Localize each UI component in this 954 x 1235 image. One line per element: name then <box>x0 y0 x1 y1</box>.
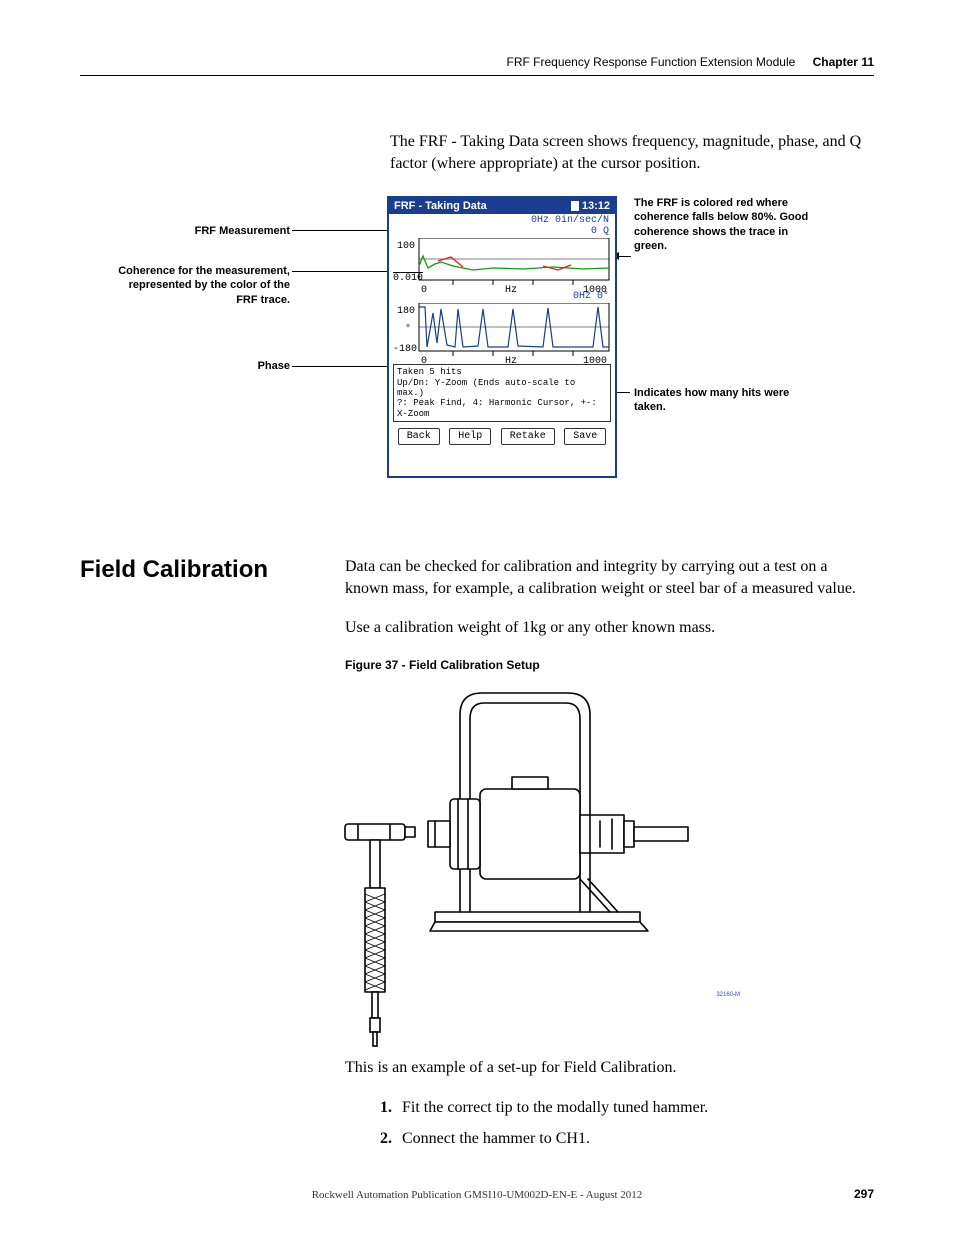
step-text: Fit the correct tip to the modally tuned… <box>402 1097 708 1119</box>
step-text: Connect the hammer to CH1. <box>402 1128 590 1150</box>
header-chapter: Chapter 11 <box>813 55 874 69</box>
svg-text:1000: 1000 <box>583 356 607 367</box>
footer-publication: Rockwell Automation Publication GMSI10-U… <box>0 1189 954 1201</box>
step-2: 2. Connect the hammer to CH1. <box>380 1128 865 1150</box>
back-button[interactable]: Back <box>398 428 440 445</box>
calibration-setup-figure: 32160-M <box>330 679 710 1049</box>
intro-paragraph: The FRF - Taking Data screen shows frequ… <box>390 131 870 174</box>
frf-device-screenshot: FRF - Taking Data 13:12 0Hz 0in/sec/N 0 … <box>387 196 617 478</box>
save-button[interactable]: Save <box>564 428 606 445</box>
running-header: FRF Frequency Response Function Extensio… <box>80 55 874 76</box>
svg-text:0: 0 <box>421 356 427 367</box>
callout-hits: Indicates how many hits were taken. <box>634 386 819 415</box>
body-para-3: This is an example of a set-up for Field… <box>345 1057 865 1079</box>
svg-text:Hz: Hz <box>505 285 517 296</box>
battery-icon <box>571 201 579 211</box>
hints-line-1: Up/Dn: Y-Zoom (Ends auto-scale to max.) <box>397 378 607 399</box>
svg-text:0: 0 <box>421 285 427 296</box>
body-para-2: Use a calibration weight of 1kg or any o… <box>345 617 865 639</box>
callout-coherence: Coherence for the measurement, represent… <box>110 264 290 307</box>
figure-reference-id: 32160-M <box>716 991 740 999</box>
callout-frf-measurement: FRF Measurement <box>135 224 290 238</box>
phase-chart: 180 ° -180 0 Hz 1000 <box>393 303 611 361</box>
screenshot-hints-box: Taken 5 hits Up/Dn: Y-Zoom (Ends auto-sc… <box>393 364 611 422</box>
figure-caption: Figure 37 - Field Calibration Setup <box>345 657 865 673</box>
svg-text:-180: -180 <box>393 344 417 355</box>
header-title: FRF Frequency Response Function Extensio… <box>506 55 795 69</box>
retake-button[interactable]: Retake <box>501 428 555 445</box>
section-body: Data can be checked for calibration and … <box>345 556 865 1160</box>
leader-line <box>618 256 631 257</box>
hits-text: Taken 5 hits <box>397 367 607 377</box>
leader-line <box>292 230 387 231</box>
body-para-1: Data can be checked for calibration and … <box>345 556 865 599</box>
svg-text:Hz: Hz <box>505 356 517 367</box>
help-button[interactable]: Help <box>449 428 491 445</box>
step-number: 1. <box>380 1097 402 1119</box>
svg-text:180: 180 <box>397 306 415 317</box>
ordered-steps: 1. Fit the correct tip to the modally tu… <box>380 1097 865 1150</box>
screenshot-title: FRF - Taking Data <box>394 200 487 212</box>
callout-phase: Phase <box>135 359 290 373</box>
annotated-screenshot-figure: FRF Measurement Coherence for the measur… <box>80 196 874 496</box>
step-number: 2. <box>380 1128 402 1150</box>
svg-text:1000: 1000 <box>583 285 607 296</box>
screenshot-readout-q: 0 Q <box>389 225 615 238</box>
screenshot-button-row: Back Help Retake Save <box>389 422 615 447</box>
screenshot-titlebar: FRF - Taking Data 13:12 <box>389 198 615 214</box>
callout-colored-red: The FRF is colored red where coherence f… <box>634 196 819 253</box>
section-heading: Field Calibration <box>80 556 345 584</box>
leader-line <box>292 366 387 367</box>
svg-text:0.010: 0.010 <box>393 273 423 284</box>
magnitude-chart: 100 0.010 0 Hz 1000 <box>393 238 611 286</box>
step-1: 1. Fit the correct tip to the modally tu… <box>380 1097 865 1119</box>
page-number: 297 <box>854 1187 874 1201</box>
svg-text:100: 100 <box>397 241 415 252</box>
leader-line <box>292 271 387 272</box>
svg-text:°: ° <box>405 323 411 335</box>
hints-line-2: ?: Peak Find, 4: Harmonic Cursor, +-: X-… <box>397 398 607 419</box>
screenshot-time: 13:12 <box>571 200 610 212</box>
